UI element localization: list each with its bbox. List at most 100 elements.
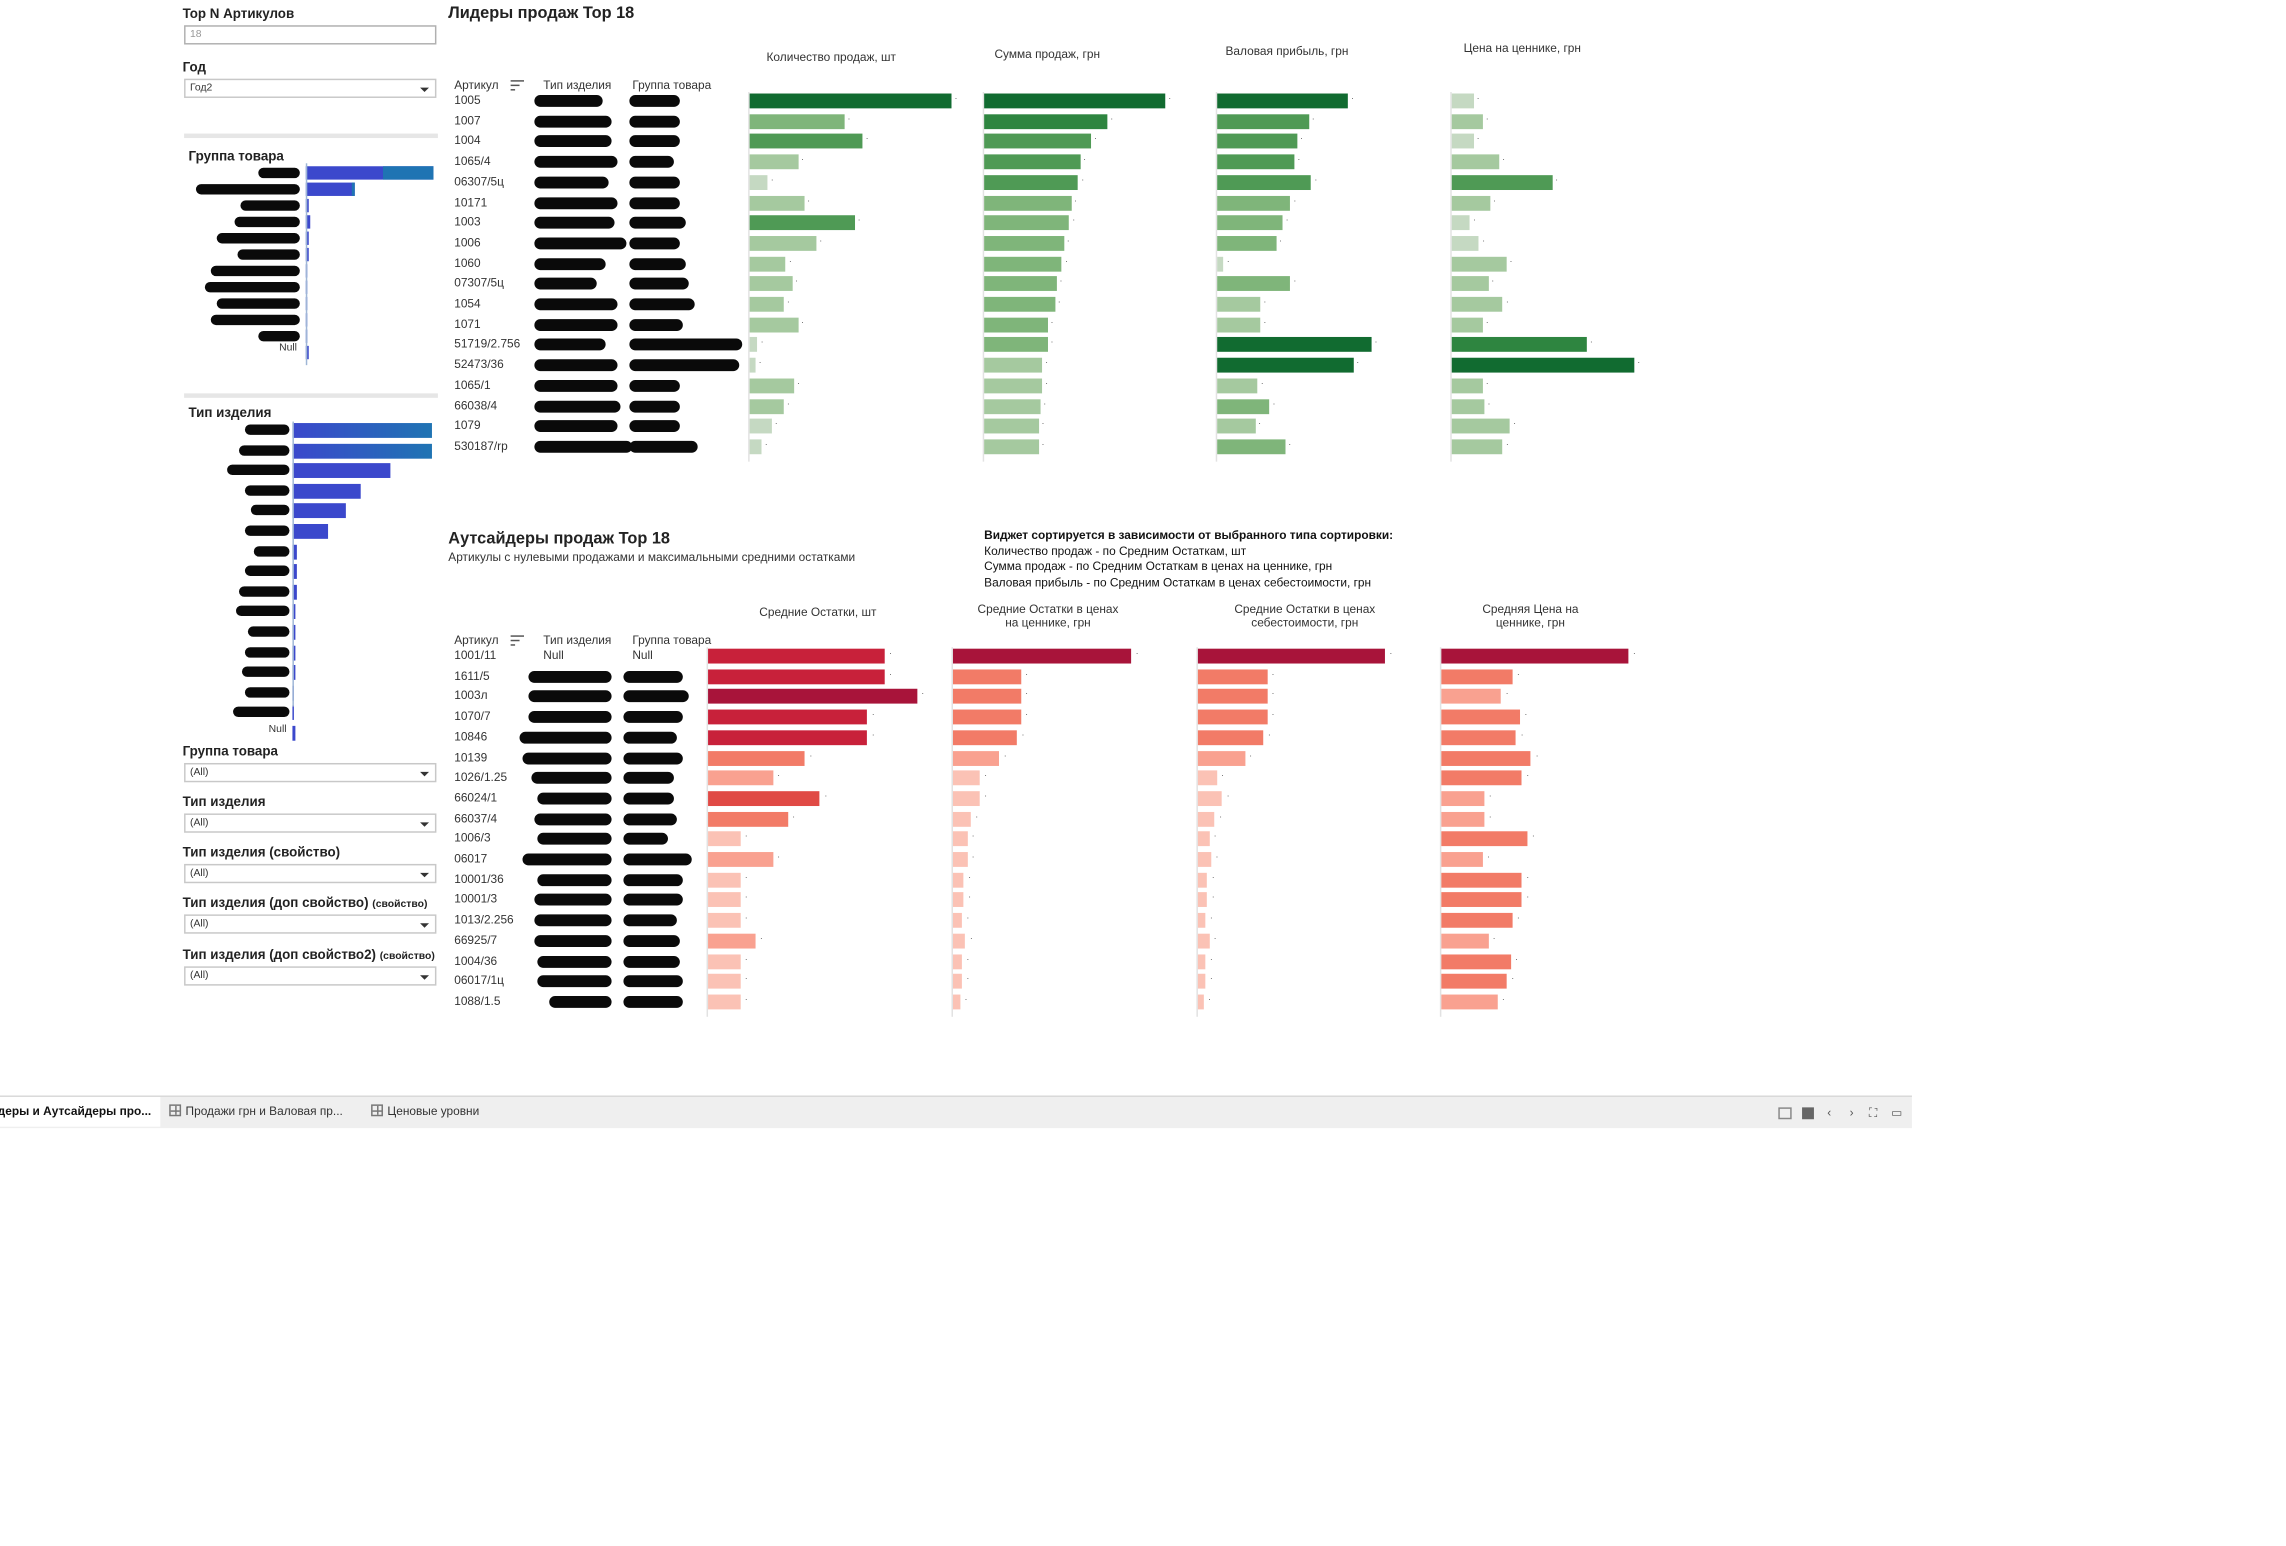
outsiders-bar-stock_cost[interactable] — [1197, 689, 1268, 705]
outsiders-bar-stock_cost[interactable] — [1197, 852, 1211, 867]
year-dropdown[interactable]: Год2 — [184, 78, 437, 98]
outsiders-bar-avg_price[interactable] — [1441, 872, 1522, 888]
outsiders-bar-stock_price[interactable] — [952, 933, 966, 949]
leaders-bar-sales[interactable] — [984, 337, 1048, 353]
prev-sheet-icon[interactable]: ‹ — [1827, 1105, 1832, 1120]
leaders-bar-sales[interactable] — [984, 174, 1079, 190]
filmstrip-view-icon[interactable] — [1802, 1107, 1814, 1120]
leaders-bar-price[interactable] — [1451, 398, 1485, 414]
outsiders-bar-avg_price[interactable] — [1441, 831, 1528, 847]
leaders-bar-profit[interactable] — [1217, 134, 1297, 150]
leaders-bar-profit[interactable] — [1217, 93, 1349, 109]
next-sheet-icon[interactable]: › — [1849, 1105, 1854, 1120]
topn-input[interactable]: 18 — [184, 25, 437, 45]
leaders-bar-qty[interactable] — [749, 113, 845, 129]
sort-icon[interactable] — [510, 635, 525, 647]
outsiders-bar-stock_price[interactable] — [952, 791, 980, 806]
outsiders-bar-stock_cost[interactable] — [1197, 994, 1204, 1010]
outsiders-bar-stock_price[interactable] — [952, 892, 964, 908]
mini-type-bar[interactable] — [292, 463, 391, 479]
leaders-bar-profit[interactable] — [1217, 195, 1291, 211]
leaders-bar-price[interactable] — [1451, 93, 1474, 109]
tab-sales-profit[interactable]: Продажи грн и Валовая пр... — [163, 1097, 351, 1127]
leaders-bar-qty[interactable] — [749, 357, 756, 373]
outsiders-bar-stock[interactable] — [708, 709, 868, 725]
outsiders-bar-stock_price[interactable] — [952, 872, 964, 888]
leaders-bar-price[interactable] — [1451, 378, 1483, 394]
leaders-bar-qty[interactable] — [749, 378, 795, 394]
leaders-bar-qty[interactable] — [749, 439, 762, 455]
leaders-bar-sales[interactable] — [984, 398, 1041, 414]
outsiders-bar-stock_cost[interactable] — [1197, 669, 1268, 684]
outsiders-bar-stock_price[interactable] — [952, 913, 962, 928]
leaders-bar-price[interactable] — [1451, 256, 1507, 272]
outsiders-bar-stock_price[interactable] — [952, 811, 971, 827]
outsiders-bar-avg_price[interactable] — [1441, 913, 1513, 928]
mini-group-bar[interactable] — [305, 182, 355, 196]
leaders-bar-profit[interactable] — [1217, 113, 1309, 129]
leaders-bar-price[interactable] — [1451, 174, 1553, 190]
outsiders-bar-stock_cost[interactable] — [1197, 648, 1385, 664]
outsiders-bar-stock[interactable] — [708, 933, 756, 949]
leaders-bar-profit[interactable] — [1217, 256, 1224, 272]
sort-icon[interactable] — [510, 79, 525, 92]
outsiders-bar-avg_price[interactable] — [1441, 852, 1483, 867]
leaders-bar-profit[interactable] — [1217, 317, 1261, 333]
outsiders-bar-avg_price[interactable] — [1441, 933, 1489, 949]
leaders-bar-sales[interactable] — [984, 113, 1108, 129]
outsiders-col-article[interactable]: Артикул — [454, 634, 525, 647]
outsiders-bar-stock[interactable] — [708, 669, 885, 684]
leaders-bar-profit[interactable] — [1217, 378, 1258, 394]
outsiders-bar-stock_price[interactable] — [952, 669, 1021, 684]
outsiders-bar-stock_cost[interactable] — [1197, 974, 1206, 989]
outsiders-bar-stock_price[interactable] — [952, 852, 968, 867]
outsiders-bar-avg_price[interactable] — [1441, 689, 1502, 705]
outsiders-bar-avg_price[interactable] — [1441, 648, 1629, 664]
mini-type-bar[interactable] — [292, 443, 432, 459]
outsiders-bar-stock[interactable] — [708, 730, 868, 745]
leaders-bar-qty[interactable] — [749, 215, 855, 231]
outsiders-bar-avg_price[interactable] — [1441, 791, 1485, 806]
outsiders-bar-stock[interactable] — [708, 689, 917, 705]
outsiders-bar-avg_price[interactable] — [1441, 730, 1517, 745]
present-icon[interactable]: ▭ — [1891, 1105, 1903, 1120]
leaders-bar-qty[interactable] — [749, 154, 799, 170]
outsiders-bar-stock_price[interactable] — [952, 648, 1132, 664]
outsiders-bar-avg_price[interactable] — [1441, 709, 1520, 725]
outsiders-bar-stock_cost[interactable] — [1197, 791, 1223, 806]
leaders-bar-profit[interactable] — [1217, 357, 1354, 373]
leaders-bar-price[interactable] — [1451, 418, 1511, 434]
mini-type-bar[interactable] — [292, 725, 296, 741]
outsiders-bar-stock[interactable] — [708, 913, 741, 928]
outsiders-bar-stock_cost[interactable] — [1197, 709, 1268, 725]
leaders-bar-sales[interactable] — [984, 154, 1081, 170]
leaders-bar-sales[interactable] — [984, 418, 1039, 434]
leaders-bar-price[interactable] — [1451, 276, 1489, 292]
mini-group-bar-segment[interactable] — [382, 166, 434, 180]
outsiders-bar-stock_price[interactable] — [952, 750, 1000, 766]
leaders-bar-price[interactable] — [1451, 113, 1483, 129]
outsiders-bar-stock[interactable] — [708, 831, 741, 847]
leaders-bar-sales[interactable] — [984, 439, 1039, 455]
leaders-bar-qty[interactable] — [749, 134, 863, 150]
leaders-bar-price[interactable] — [1451, 195, 1491, 211]
mini-type-bar[interactable] — [292, 503, 346, 519]
leaders-bar-qty[interactable] — [749, 276, 792, 292]
outsiders-bar-stock[interactable] — [708, 750, 805, 766]
outsiders-bar-stock_price[interactable] — [952, 709, 1021, 725]
outsiders-bar-stock_cost[interactable] — [1197, 770, 1217, 786]
leaders-bar-price[interactable] — [1451, 215, 1470, 231]
leaders-bar-price[interactable] — [1451, 154, 1500, 170]
outsiders-bar-stock_price[interactable] — [952, 689, 1021, 705]
leaders-bar-sales[interactable] — [984, 276, 1057, 292]
leaders-col-article[interactable]: Артикул — [454, 79, 525, 92]
outsiders-bar-stock[interactable] — [708, 974, 741, 989]
outsiders-bar-stock_cost[interactable] — [1197, 730, 1264, 745]
outsiders-bar-stock[interactable] — [708, 994, 741, 1010]
outsiders-bar-stock_cost[interactable] — [1197, 892, 1208, 908]
outsiders-bar-stock[interactable] — [708, 892, 741, 908]
leaders-bar-price[interactable] — [1451, 134, 1474, 150]
leaders-bar-price[interactable] — [1451, 235, 1480, 251]
leaders-bar-profit[interactable] — [1217, 154, 1295, 170]
mini-group-bar[interactable] — [305, 231, 309, 245]
